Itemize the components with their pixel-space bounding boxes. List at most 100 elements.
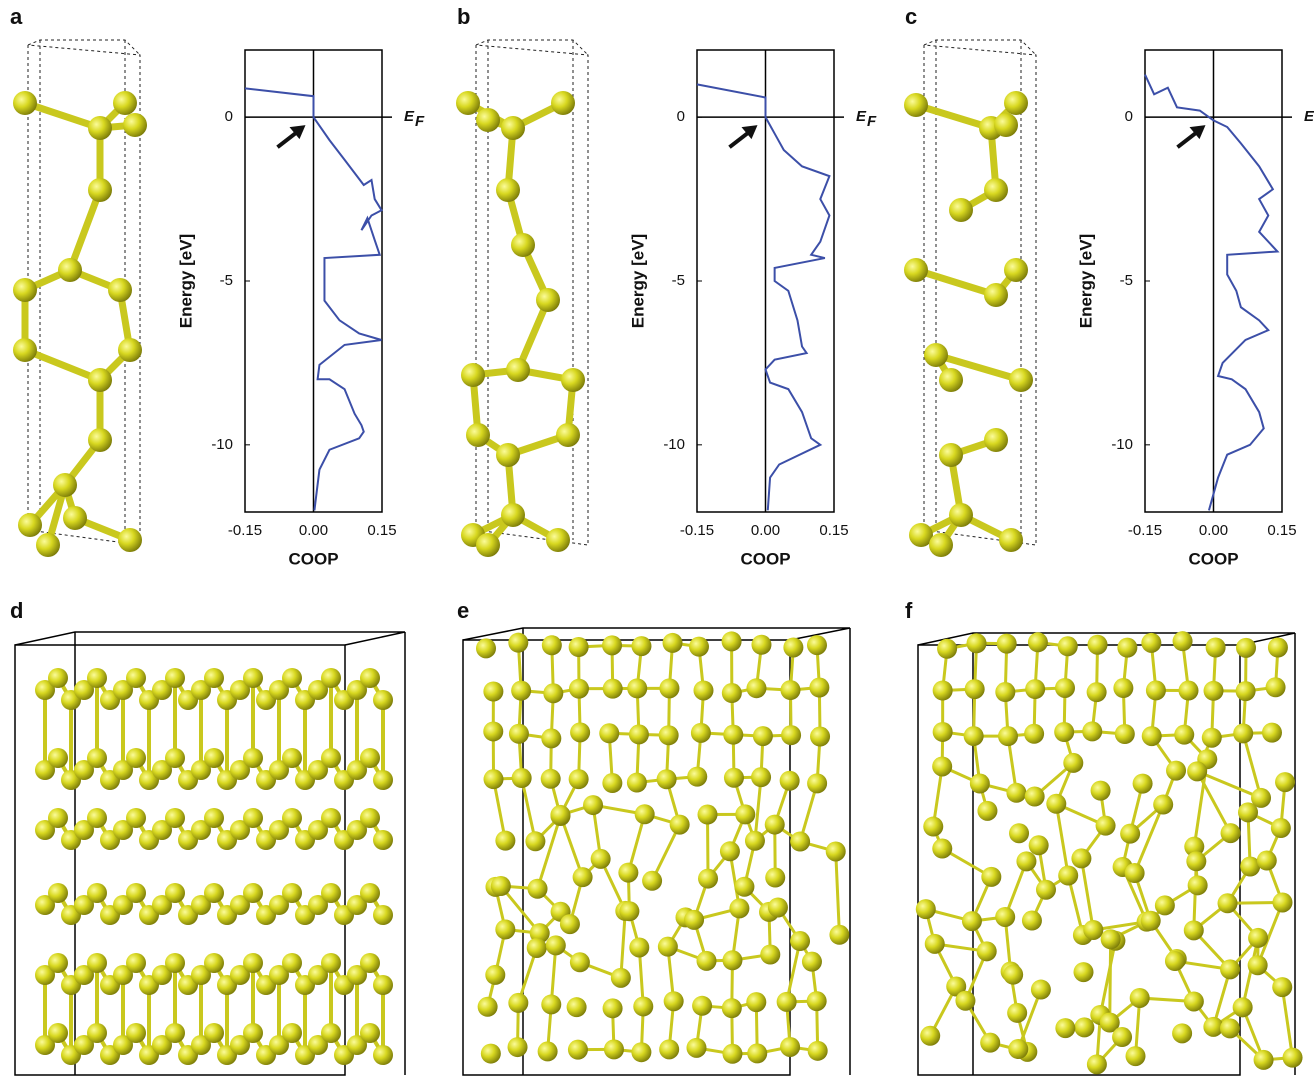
atom <box>807 773 827 793</box>
atom <box>1184 920 1204 940</box>
atom <box>984 178 1008 202</box>
atom <box>629 937 649 957</box>
atom <box>360 748 380 768</box>
y-axis-label: Energy [eV] <box>176 234 195 328</box>
atom <box>126 808 146 828</box>
atom <box>768 897 788 917</box>
atom <box>509 724 529 744</box>
atom <box>204 748 224 768</box>
atom <box>633 996 653 1016</box>
atom <box>602 635 622 655</box>
atom <box>670 815 690 835</box>
atom <box>780 680 800 700</box>
atom <box>1272 892 1292 912</box>
atom <box>829 925 849 945</box>
fermi-label: E <box>1304 108 1314 125</box>
atom <box>627 773 647 793</box>
atom <box>977 801 997 821</box>
atom <box>496 443 520 467</box>
atom <box>1142 726 1162 746</box>
atom <box>619 901 639 921</box>
bond <box>836 851 840 934</box>
atom <box>923 817 943 837</box>
atom <box>698 805 718 825</box>
bond <box>1135 805 1164 873</box>
panel-label: c <box>905 4 917 29</box>
atom <box>508 1037 528 1057</box>
atom <box>995 907 1015 927</box>
atom <box>635 804 655 824</box>
atom <box>541 994 561 1014</box>
atom <box>964 726 984 746</box>
atom <box>657 769 677 789</box>
atom <box>373 1045 393 1065</box>
atom <box>1004 258 1028 282</box>
atom <box>984 428 1008 452</box>
atom <box>165 748 185 768</box>
atom <box>924 343 948 367</box>
atom <box>1117 638 1137 658</box>
atom <box>512 768 532 788</box>
coop-line <box>1145 75 1277 511</box>
atom <box>591 849 611 869</box>
atom <box>243 808 263 828</box>
atom <box>126 748 146 768</box>
atom <box>560 914 580 934</box>
atom <box>546 935 566 955</box>
bond <box>25 350 100 380</box>
atom <box>48 1023 68 1043</box>
atom <box>723 725 743 745</box>
atom <box>126 1023 146 1043</box>
atom <box>722 1044 742 1064</box>
fermi-label-sub: F <box>867 113 877 130</box>
atom <box>528 879 548 899</box>
atom <box>904 93 928 117</box>
atom <box>932 756 952 776</box>
atom <box>781 725 801 745</box>
atom <box>243 953 263 973</box>
atom <box>466 423 490 447</box>
atom <box>1009 368 1033 392</box>
atom <box>87 668 107 688</box>
atom <box>113 91 137 115</box>
atom <box>1254 1050 1274 1070</box>
atom <box>506 358 530 382</box>
atom <box>826 841 846 861</box>
y-tick-label: 0 <box>1125 108 1133 125</box>
atom <box>36 533 60 557</box>
atom <box>722 683 742 703</box>
atom <box>1257 851 1277 871</box>
atom <box>746 678 766 698</box>
atom <box>1058 866 1078 886</box>
atom <box>1188 875 1208 895</box>
bond <box>1282 987 1292 1058</box>
atom <box>1096 816 1116 836</box>
atom <box>916 899 936 919</box>
cell-edge <box>924 40 1036 55</box>
atom <box>87 953 107 973</box>
x-axis-label: COOP <box>740 549 790 568</box>
figure: a b c d e f 0-5-10-0.150.000.15COOPEnerg… <box>0 0 1314 1081</box>
atom <box>1024 724 1044 744</box>
fermi-label-sub: F <box>415 113 425 130</box>
atom <box>282 953 302 973</box>
atom <box>118 528 142 552</box>
atom <box>126 668 146 688</box>
atom <box>765 815 785 835</box>
atom <box>478 997 498 1017</box>
x-tick-label: 0.15 <box>367 522 396 539</box>
atom <box>1204 681 1224 701</box>
atom <box>1186 851 1206 871</box>
atom <box>977 941 997 961</box>
panel-label: d <box>10 598 23 623</box>
atom <box>1055 678 1075 698</box>
atom <box>933 722 953 742</box>
atom <box>165 1023 185 1043</box>
atom <box>483 682 503 702</box>
panel-label: b <box>457 4 470 29</box>
atom <box>570 722 590 742</box>
atom <box>745 831 765 851</box>
atom <box>693 680 713 700</box>
atom <box>1271 818 1291 838</box>
y-axis-label: Energy [eV] <box>1076 234 1095 328</box>
